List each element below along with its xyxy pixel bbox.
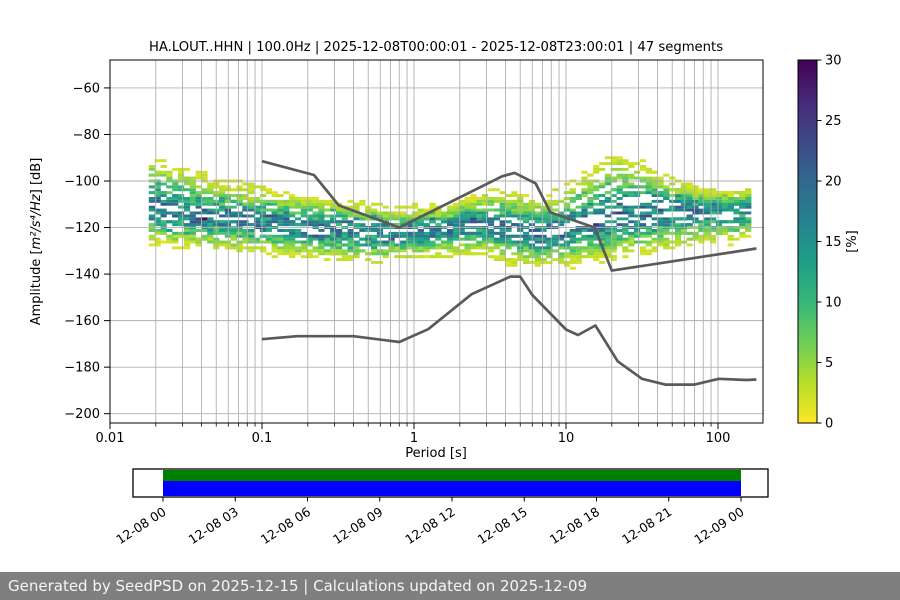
timebar-tick-label: 12-08 12 bbox=[402, 504, 457, 547]
svg-text:−120: −120 bbox=[64, 221, 100, 236]
timebar-coverage-segment bbox=[163, 470, 741, 481]
svg-text:15: 15 bbox=[825, 235, 842, 250]
svg-text:−180: −180 bbox=[64, 361, 100, 376]
svg-text:0: 0 bbox=[825, 417, 833, 432]
plot-title: HA.LOUT..HHN | 100.0Hz | 2025-12-08T00:0… bbox=[149, 40, 723, 55]
svg-text:−100: −100 bbox=[64, 175, 100, 190]
svg-text:100: 100 bbox=[706, 431, 731, 446]
y-axis-label: Amplitude [m²/s⁴/Hz] [dB] bbox=[29, 158, 44, 326]
svg-text:5: 5 bbox=[825, 356, 833, 371]
svg-text:25: 25 bbox=[825, 114, 842, 129]
svg-text:10: 10 bbox=[825, 296, 842, 311]
coverage-timebar: 12-08 00 12-08 03 12-08 06 12-08 09 12-08 12… bbox=[113, 468, 769, 547]
y-axis-label-units: m²/s⁴/Hz bbox=[29, 193, 44, 249]
svg-text:0.1: 0.1 bbox=[252, 431, 273, 446]
y-axis-label-prefix: Amplitude [ bbox=[29, 249, 44, 325]
timebar-tick-label: 12-09 00 bbox=[691, 504, 746, 547]
svg-text:0.01: 0.01 bbox=[96, 431, 125, 446]
colorbar: 0 5 10 15 20 25 30 [%] bbox=[797, 54, 860, 432]
timebar-tick-label: 12-08 09 bbox=[330, 504, 385, 547]
svg-text:−160: −160 bbox=[64, 314, 100, 329]
ppsd-plot: 0.01 0.1 1 10 100−60−80−100−120−140−160−180−… bbox=[29, 40, 860, 547]
timebar-tick-label: 12-08 00 bbox=[113, 504, 168, 547]
svg-text:−60: −60 bbox=[73, 81, 100, 96]
timebar-ticks: 12-08 00 12-08 03 12-08 06 12-08 09 12-08 12… bbox=[113, 497, 747, 547]
peterson-noise-model-lines bbox=[261, 159, 757, 386]
svg-text:10: 10 bbox=[558, 431, 575, 446]
colorbar-ticks: 0 5 10 15 20 25 30 bbox=[817, 54, 842, 432]
x-axis-label: Period [s] bbox=[405, 446, 467, 461]
colorbar-label: [%] bbox=[845, 230, 860, 253]
footer-text: Generated by SeedPSD on 2025-12-15 | Cal… bbox=[8, 577, 588, 595]
svg-text:−80: −80 bbox=[73, 128, 100, 143]
timebar-tick-label: 12-08 06 bbox=[258, 504, 313, 547]
svg-text:−200: −200 bbox=[64, 407, 100, 422]
timebar-tick-label: 12-08 03 bbox=[186, 504, 241, 547]
timebar-frame bbox=[132, 468, 769, 498]
timebar-tick-label: 12-08 18 bbox=[547, 504, 602, 547]
y-axis-label-suffix: ] [dB] bbox=[29, 158, 44, 195]
svg-text:−140: −140 bbox=[64, 268, 100, 283]
timebar-processed-segment bbox=[163, 481, 741, 496]
colorbar-gradient bbox=[797, 59, 818, 424]
svg-text:20: 20 bbox=[825, 175, 842, 190]
svg-text:30: 30 bbox=[825, 54, 842, 69]
plot-frame bbox=[109, 59, 764, 424]
ppsd-histogram-cells bbox=[148, 156, 752, 270]
footer-bar: Generated by SeedPSD on 2025-12-15 | Cal… bbox=[0, 572, 900, 600]
timebar-tick-label: 12-08 21 bbox=[619, 504, 674, 547]
axes-ticks: 0.01 0.1 1 10 100 −60 −80 −100 −120 −140 −160 −180 −… bbox=[64, 81, 730, 446]
timebar-tick-label: 12-08 15 bbox=[475, 504, 530, 547]
svg-text:1: 1 bbox=[410, 431, 418, 446]
